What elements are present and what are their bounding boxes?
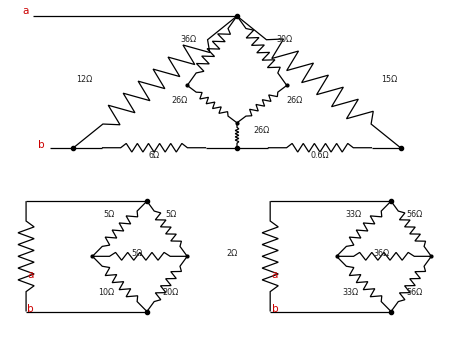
Text: 5Ω: 5Ω — [132, 249, 143, 258]
Text: 12Ω: 12Ω — [76, 75, 92, 84]
Text: a: a — [272, 270, 278, 280]
Text: b: b — [38, 140, 45, 150]
Text: 5Ω: 5Ω — [165, 210, 176, 219]
Text: 15Ω: 15Ω — [382, 75, 398, 84]
Text: 5Ω: 5Ω — [103, 210, 115, 219]
Text: 30Ω: 30Ω — [276, 35, 292, 44]
Text: 20Ω: 20Ω — [163, 288, 179, 298]
Text: b: b — [27, 304, 34, 314]
Text: 56Ω: 56Ω — [407, 288, 423, 298]
Text: 33Ω: 33Ω — [345, 210, 361, 219]
Text: 10Ω: 10Ω — [99, 288, 115, 298]
Text: 26Ω: 26Ω — [254, 126, 270, 135]
Text: 56Ω: 56Ω — [407, 210, 423, 219]
Text: 26Ω: 26Ω — [287, 96, 303, 105]
Text: a: a — [27, 270, 34, 280]
Text: 26Ω: 26Ω — [171, 96, 187, 105]
Text: 6Ω: 6Ω — [148, 151, 160, 161]
Text: 36Ω: 36Ω — [374, 249, 390, 258]
Text: 33Ω: 33Ω — [343, 288, 359, 298]
Text: 36Ω: 36Ω — [181, 35, 197, 44]
Text: b: b — [272, 304, 278, 314]
Text: 2Ω: 2Ω — [227, 249, 238, 258]
Text: 0.6Ω: 0.6Ω — [310, 151, 329, 161]
Text: a: a — [22, 6, 28, 16]
